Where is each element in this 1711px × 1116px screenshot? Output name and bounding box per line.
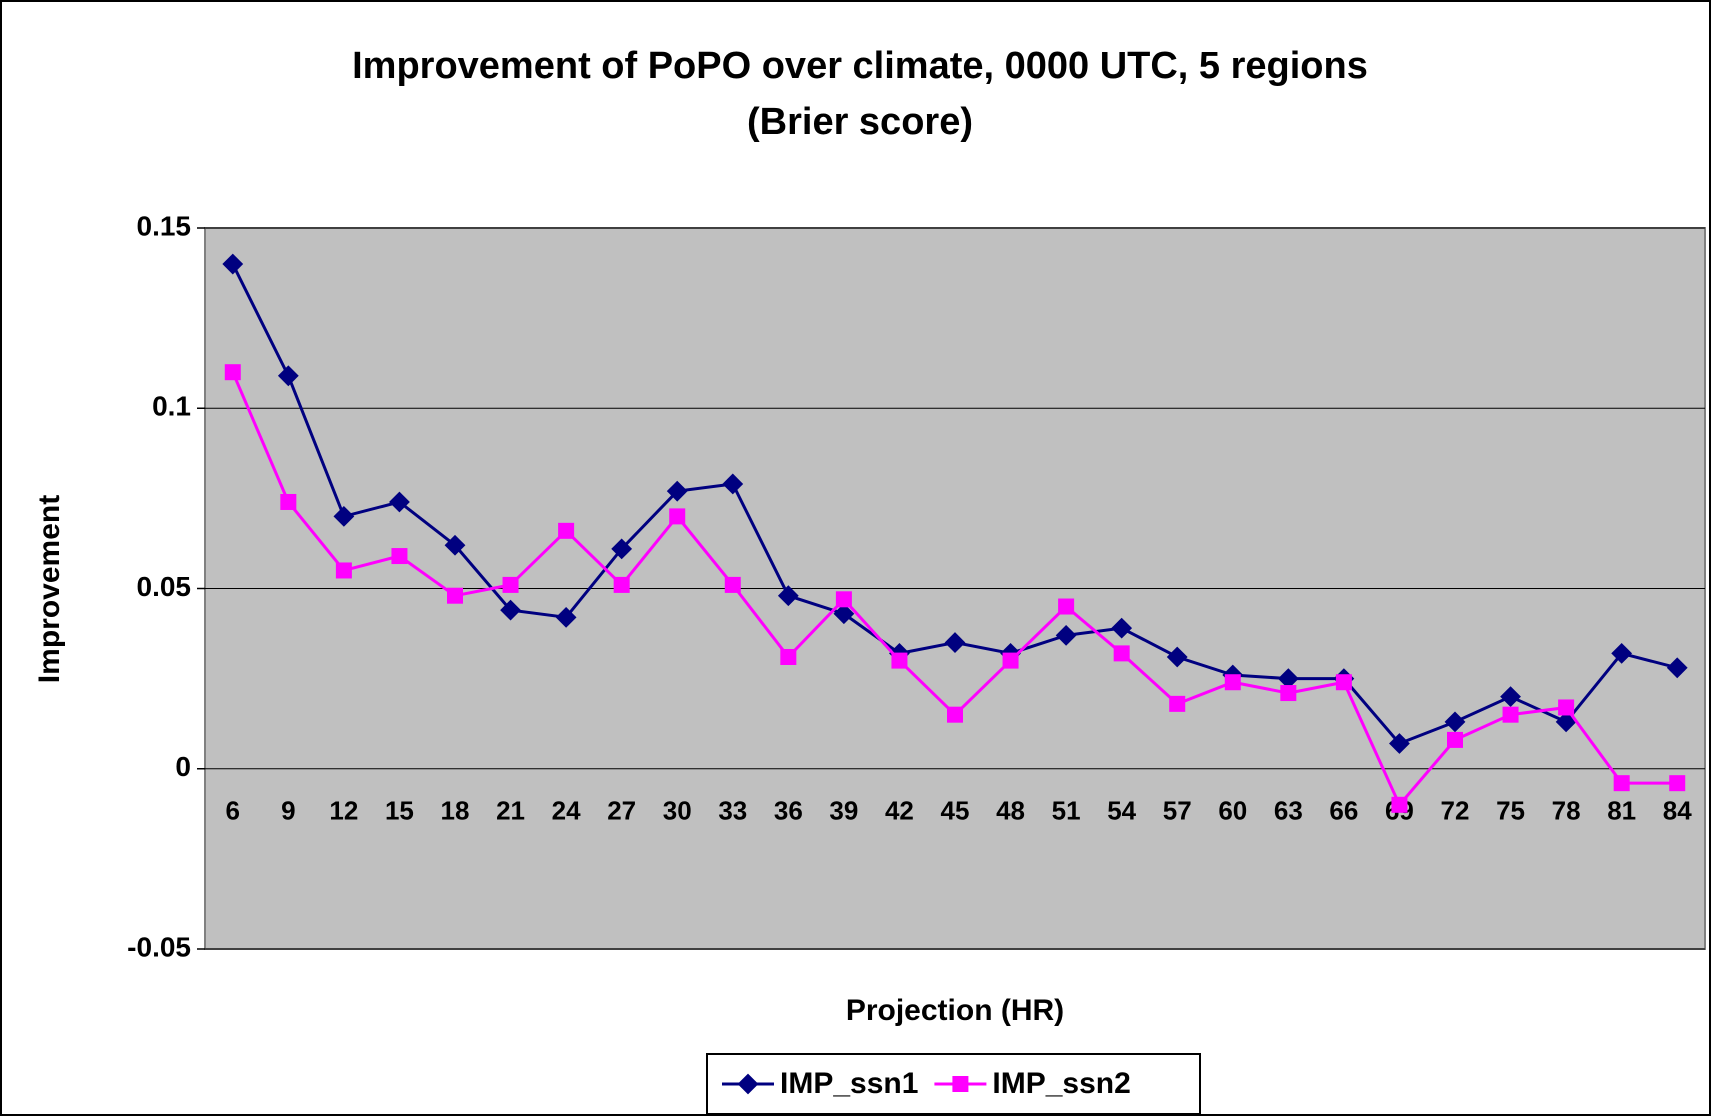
marker — [1169, 695, 1186, 712]
marker — [1558, 699, 1575, 716]
marker — [389, 491, 410, 513]
marker — [1613, 775, 1630, 792]
marker — [1500, 686, 1521, 708]
marker — [1444, 711, 1466, 733]
marker — [558, 522, 575, 539]
x-tick-label: 21 — [496, 796, 525, 826]
x-tick-label: 54 — [1107, 796, 1136, 826]
marker — [447, 587, 463, 604]
marker — [1502, 706, 1519, 723]
x-tick-label: 84 — [1663, 796, 1692, 826]
marker — [722, 473, 744, 495]
x-tick-label: 36 — [774, 796, 803, 826]
x-tick-label: 6 — [226, 796, 240, 826]
marker — [1277, 668, 1299, 690]
marker — [335, 562, 352, 579]
y-tick-label: 0.05 — [137, 571, 192, 602]
marker — [1002, 652, 1019, 669]
marker — [222, 253, 244, 275]
x-tick-label: 75 — [1496, 796, 1525, 826]
x-tick-label: 42 — [885, 796, 914, 826]
x-tick-label: 18 — [441, 796, 470, 826]
x-tick-label: 33 — [718, 796, 747, 826]
x-tick-label: 39 — [829, 796, 858, 826]
x-tick-label: 57 — [1163, 796, 1192, 826]
marker — [444, 534, 466, 556]
marker — [780, 648, 797, 665]
x-tick-label: 24 — [552, 796, 581, 826]
x-tick-label: 60 — [1218, 796, 1247, 826]
x-axis-title: Projection (HR) — [846, 994, 1064, 1027]
marker — [833, 603, 855, 625]
legend-marker — [952, 1076, 969, 1092]
marker — [1058, 598, 1075, 615]
marker — [1335, 674, 1352, 691]
y-tick-label: 0.15 — [137, 210, 192, 241]
marker — [277, 365, 299, 387]
marker — [500, 599, 521, 621]
marker — [1224, 674, 1241, 691]
marker — [1280, 685, 1297, 702]
marker — [613, 576, 630, 593]
marker — [1055, 624, 1077, 646]
marker — [1669, 775, 1686, 792]
marker — [333, 506, 355, 527]
y-tick-label: 0 — [175, 751, 191, 782]
y-axis-title: Improvement — [33, 495, 66, 683]
x-tick-label: 45 — [941, 796, 970, 826]
marker — [777, 585, 799, 607]
marker — [1389, 733, 1410, 754]
marker — [1611, 642, 1633, 664]
y-tick-label: -0.05 — [127, 931, 191, 962]
marker — [1111, 617, 1133, 639]
marker — [502, 576, 519, 593]
x-tick-label: 12 — [329, 796, 358, 826]
y-tick-label: 0.1 — [152, 391, 191, 422]
marker — [611, 538, 633, 560]
marker — [280, 493, 297, 510]
marker — [835, 591, 852, 608]
x-tick-label: 9 — [281, 796, 295, 826]
chart-subtitle: (Brier score) — [747, 101, 973, 143]
marker — [1113, 645, 1130, 662]
x-tick-label: 51 — [1052, 796, 1081, 826]
marker — [224, 364, 241, 381]
marker — [947, 706, 963, 723]
marker — [669, 508, 686, 525]
x-tick-label: 72 — [1441, 796, 1470, 826]
x-tick-label: 81 — [1607, 796, 1636, 826]
legend-label: IMP_ssn2 — [992, 1067, 1130, 1100]
marker — [1447, 731, 1463, 748]
x-tick-label: 48 — [996, 796, 1025, 826]
legend-label: IMP_ssn1 — [780, 1067, 918, 1100]
x-tick-label: 66 — [1329, 796, 1358, 826]
marker — [1166, 646, 1188, 668]
marker — [666, 480, 688, 502]
x-tick-label: 27 — [607, 796, 636, 826]
marker — [944, 632, 966, 653]
chart-title: Improvement of PoPO over climate, 0000 U… — [352, 45, 1368, 87]
legend-marker — [737, 1073, 759, 1095]
x-tick-label: 30 — [663, 796, 692, 826]
marker — [1391, 796, 1408, 813]
x-tick-label: 63 — [1274, 796, 1303, 826]
marker — [555, 606, 577, 628]
x-tick-label: 15 — [385, 796, 414, 826]
marker — [1666, 657, 1688, 679]
x-tick-label: 78 — [1552, 796, 1581, 826]
marker — [891, 652, 908, 669]
marker — [724, 576, 741, 593]
marker — [391, 548, 408, 565]
